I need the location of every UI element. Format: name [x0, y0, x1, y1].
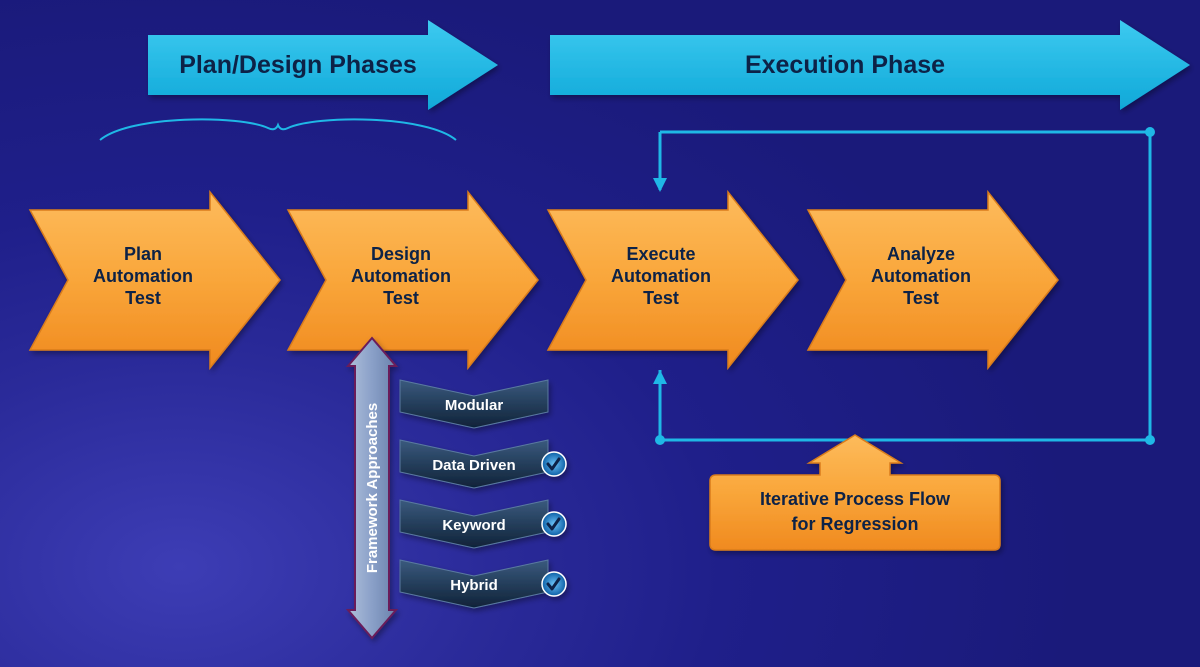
- step-label-design-line2: Test: [383, 288, 419, 308]
- check-icon: [542, 572, 566, 596]
- step-label-execute-line2: Test: [643, 288, 679, 308]
- phase-label-plan-design: Plan/Design Phases: [179, 51, 417, 79]
- process-flow-diagram: Plan/Design Phases Execution Phase PlanA…: [0, 0, 1200, 667]
- approach-chevron-3: Hybrid: [400, 560, 566, 608]
- step-label-plan-line2: Test: [125, 288, 161, 308]
- approach-label-0: Modular: [445, 397, 503, 414]
- iterative-process-callout: Iterative Process Flow for Regression: [710, 435, 1000, 550]
- step-label-plan-line0: Plan: [124, 244, 162, 264]
- approach-chevron-1: Data Driven: [400, 440, 566, 488]
- approach-label-3: Hybrid: [450, 577, 498, 594]
- step-label-plan-line1: Automation: [93, 266, 193, 286]
- phase-banner-execution: Execution Phase: [550, 20, 1190, 110]
- step-label-design-line0: Design: [371, 244, 431, 264]
- phase-banner-plan-design: Plan/Design Phases: [148, 20, 498, 110]
- approach-chevron-2: Keyword: [400, 500, 566, 548]
- approach-label-1: Data Driven: [432, 457, 515, 474]
- phase-label-execution: Execution Phase: [745, 51, 945, 79]
- check-icon: [542, 512, 566, 536]
- step-arrow-design: DesignAutomationTest: [288, 192, 538, 368]
- framework-approaches-label: Framework Approaches: [364, 403, 381, 573]
- iterative-line-1: Iterative Process Flow: [760, 489, 951, 509]
- framework-approaches-arrow: Framework Approaches: [348, 338, 396, 638]
- step-label-design-line1: Automation: [351, 266, 451, 286]
- step-label-analyze-line1: Automation: [871, 266, 971, 286]
- brace-plan-design: [100, 119, 456, 140]
- approach-label-2: Keyword: [442, 517, 505, 534]
- iterative-line-2: for Regression: [791, 514, 918, 534]
- step-arrow-analyze: AnalyzeAutomationTest: [808, 192, 1058, 368]
- step-label-analyze-line0: Analyze: [887, 244, 955, 264]
- step-label-execute-line0: Execute: [626, 244, 695, 264]
- step-arrow-plan: PlanAutomationTest: [30, 192, 280, 368]
- step-label-analyze-line2: Test: [903, 288, 939, 308]
- step-label-execute-line1: Automation: [611, 266, 711, 286]
- step-arrow-execute: ExecuteAutomationTest: [548, 192, 798, 368]
- check-icon: [542, 452, 566, 476]
- approach-chevron-0: Modular: [400, 380, 548, 428]
